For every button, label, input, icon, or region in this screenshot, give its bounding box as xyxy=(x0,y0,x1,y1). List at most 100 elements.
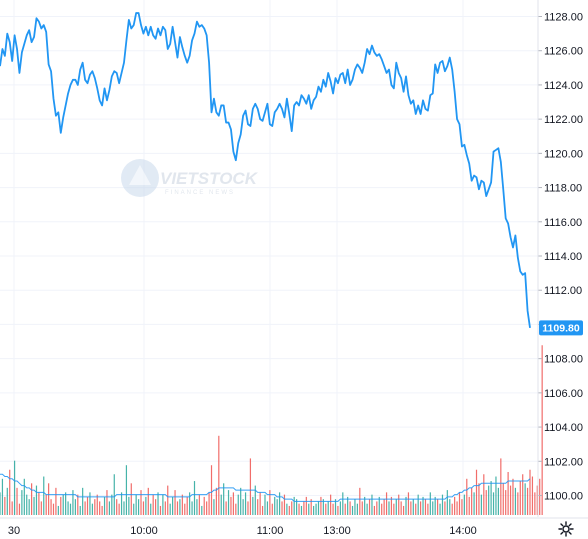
volume-bar xyxy=(274,496,276,515)
volume-bar xyxy=(60,496,62,515)
volume-bar xyxy=(94,499,96,515)
volume-bar xyxy=(191,501,193,515)
volume-bar xyxy=(266,501,269,515)
volume-bar xyxy=(225,501,227,515)
volume-bar xyxy=(65,492,67,515)
volume-bar xyxy=(451,503,453,515)
volume-bar xyxy=(72,490,74,515)
volume-bar xyxy=(128,496,130,515)
volume-bar xyxy=(176,501,179,515)
volume-bar xyxy=(524,483,526,515)
volume-bar xyxy=(505,490,507,515)
volume-bar xyxy=(196,499,198,515)
volume-bar xyxy=(507,472,509,515)
volume-bar xyxy=(120,492,123,515)
volume-bar xyxy=(308,503,310,515)
volume-bar xyxy=(50,499,52,515)
volume-bar xyxy=(509,485,512,515)
volume-bar xyxy=(497,487,499,515)
volume-bar xyxy=(376,501,378,515)
x-tick-label: 11:00 xyxy=(257,525,284,537)
volume-bar xyxy=(179,499,181,515)
y-tick-label: 1118.00 xyxy=(544,183,582,195)
volume-bar xyxy=(407,492,410,515)
volume-bar xyxy=(303,501,305,515)
volume-bar xyxy=(366,503,368,515)
volume-bar xyxy=(257,499,259,515)
volume-bar xyxy=(91,503,93,515)
volume-bar xyxy=(167,485,169,515)
volume-bar xyxy=(441,494,444,515)
volume-bar xyxy=(344,503,346,515)
volume-bar xyxy=(490,481,492,515)
price-axis[interactable]: 1128.00 1126.00 1124.00 1122.00 1120.00 1118.… xyxy=(537,0,583,517)
volume-bar xyxy=(230,496,232,515)
volume-ma xyxy=(0,473,531,502)
price-line-group xyxy=(0,12,531,328)
volume-bar xyxy=(220,494,222,515)
volume-bar xyxy=(269,490,271,515)
y-tick-label: 1104.00 xyxy=(544,422,583,434)
last-price-tag: 1109.80 xyxy=(539,320,583,336)
volume-bar xyxy=(422,496,424,515)
volume-bar xyxy=(439,503,441,515)
volume-bar xyxy=(113,474,115,515)
volume-bar xyxy=(123,501,125,515)
volume-bar xyxy=(351,505,354,515)
volume-bar xyxy=(534,492,536,515)
volume-bar xyxy=(13,460,16,515)
volume-bar xyxy=(186,496,188,515)
volume-bar xyxy=(339,501,341,515)
volume-bar xyxy=(101,505,103,515)
volume-bar xyxy=(488,485,490,515)
volume-bar xyxy=(145,496,147,515)
volume-bar xyxy=(405,496,407,515)
volume-bar xyxy=(96,494,98,515)
volume-bar xyxy=(162,494,164,515)
volume-bar xyxy=(11,501,13,515)
volume-bar xyxy=(378,496,380,515)
volume-bar xyxy=(354,499,356,515)
volume-bar xyxy=(519,481,521,515)
volume-bar xyxy=(526,487,529,515)
volume-bar xyxy=(237,494,239,515)
volume-bar xyxy=(332,503,334,515)
volume-bar xyxy=(193,481,196,515)
volume-bar xyxy=(33,496,35,515)
volume-bar xyxy=(522,474,524,515)
volume-bar xyxy=(118,503,120,515)
volume-bar xyxy=(458,492,461,515)
y-tick-label: 1116.00 xyxy=(544,217,582,229)
x-tick-label: 14:00 xyxy=(449,525,477,537)
y-tick-label: 1122.00 xyxy=(544,114,583,126)
volume-bar xyxy=(359,487,361,515)
volume-bar xyxy=(184,503,186,515)
settings-gear-icon[interactable] xyxy=(556,519,576,539)
volume-bar xyxy=(381,503,383,515)
volume-bar xyxy=(276,499,278,515)
volume-bar xyxy=(142,501,145,515)
volume-bar xyxy=(140,490,142,515)
volume-bar xyxy=(55,487,57,515)
volume-bar xyxy=(174,490,176,515)
volume-bar xyxy=(69,503,72,515)
volume-bar xyxy=(315,503,317,515)
volume-bar xyxy=(417,494,419,515)
volume-bar xyxy=(215,487,217,515)
volume-bar xyxy=(240,487,242,515)
volume-bar xyxy=(529,469,531,515)
volume-bar xyxy=(395,499,397,515)
volume-bar xyxy=(52,503,55,515)
volume-bar xyxy=(164,501,166,515)
volume-bar xyxy=(201,505,203,515)
time-axis[interactable]: 30 10:00 11:00 13:00 14:00 xyxy=(0,517,588,537)
volume-bar xyxy=(368,499,371,515)
volume-bar xyxy=(502,483,504,515)
volume-bar xyxy=(1,478,4,515)
volume-bars xyxy=(0,345,543,515)
volume-bar xyxy=(371,494,373,515)
volume-bar xyxy=(427,503,429,515)
y-tick-label: 1126.00 xyxy=(544,46,583,58)
volume-bar xyxy=(437,499,439,515)
